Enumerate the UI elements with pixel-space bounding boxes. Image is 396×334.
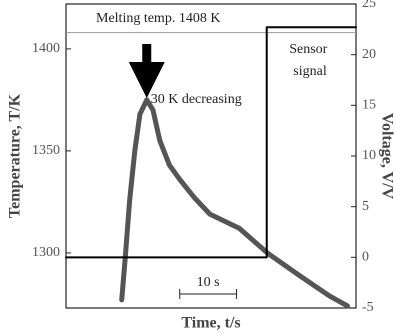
series-line [65,26,357,259]
y2-tick-label: -5 [362,300,374,315]
x-axis-title: Time, t/s [181,315,240,332]
y2-tick-label: 15 [362,98,376,113]
y2-tick-label: 0 [362,250,369,265]
series-line [119,97,350,309]
legend-label: Sensor signal [289,42,331,79]
y-tick-label: 1400 [32,41,60,56]
y-tick-label: 1300 [32,245,60,260]
y2-tick-label: 25 [362,0,376,11]
y2-tick-label: 5 [362,199,369,214]
y2-axis-title: Voltage, V/V [378,113,395,200]
peak-label: 30 K decreasing [151,92,242,107]
y-axis-title: Temperature, T/K [7,93,24,218]
y2-tick-label: 20 [362,47,376,62]
scale-bar-label: 10 s [197,275,220,290]
y-tick-label: 1350 [32,143,60,158]
y2-tick-label: 10 [362,148,376,163]
melting-label: Melting temp. 1408 K [96,11,220,26]
